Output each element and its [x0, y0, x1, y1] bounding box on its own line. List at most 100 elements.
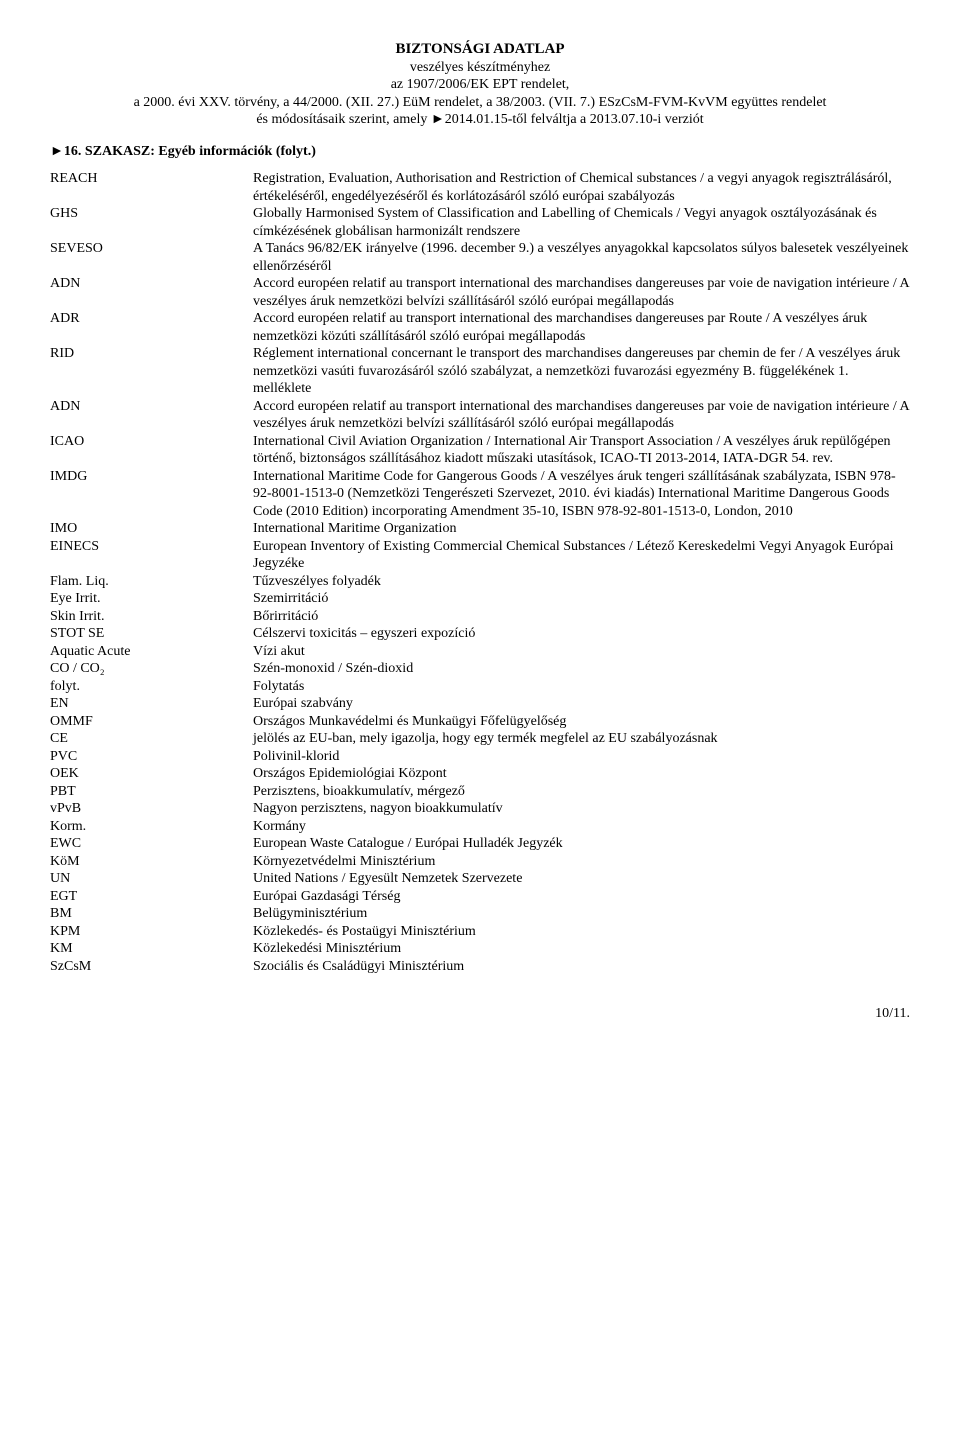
- definition-row: Korm.Kormány: [50, 818, 910, 836]
- description: Accord européen relatif au transport int…: [253, 310, 910, 345]
- abbreviation: IMDG: [50, 468, 253, 486]
- description: Célszervi toxicitás – egyszeri expozíció: [253, 625, 910, 643]
- definition-row: KMKözlekedési Minisztérium: [50, 940, 910, 958]
- description: Szociális és Családügyi Minisztérium: [253, 958, 910, 976]
- definition-row: IMDGInternational Maritime Code for Gang…: [50, 468, 910, 521]
- abbreviation: ADR: [50, 310, 253, 328]
- abbreviation: BM: [50, 905, 253, 923]
- description: Réglement international concernant le tr…: [253, 345, 910, 398]
- definition-row: ENEurópai szabvány: [50, 695, 910, 713]
- abbreviation: KPM: [50, 923, 253, 941]
- abbreviation: Eye Irrit.: [50, 590, 253, 608]
- abbreviation: EN: [50, 695, 253, 713]
- abbreviation: KM: [50, 940, 253, 958]
- abbreviation: REACH: [50, 170, 253, 188]
- description: Registration, Evaluation, Authorisation …: [253, 170, 910, 205]
- description: Tűzveszélyes folyadék: [253, 573, 910, 591]
- abbreviation: PVC: [50, 748, 253, 766]
- abbreviation: GHS: [50, 205, 253, 223]
- section-heading: ►16. SZAKASZ: Egyéb információk (folyt.): [50, 143, 910, 161]
- abbreviation: ADN: [50, 275, 253, 293]
- abbreviation: vPvB: [50, 800, 253, 818]
- header-line4: és módosításaik szerint, amely ►2014.01.…: [50, 111, 910, 129]
- header-line2: az 1907/2006/EK EPT rendelet,: [50, 76, 910, 94]
- abbreviation: IMO: [50, 520, 253, 538]
- definition-row: CO / CO₂Szén-monoxid / Szén-dioxid: [50, 660, 910, 678]
- description: Folytatás: [253, 678, 910, 696]
- definition-row: ADRAccord européen relatif au transport …: [50, 310, 910, 345]
- description: Országos Munkavédelmi és Munkaügyi Főfel…: [253, 713, 910, 731]
- definition-row: RIDRéglement international concernant le…: [50, 345, 910, 398]
- description: Bőrirritáció: [253, 608, 910, 626]
- description: A Tanács 96/82/EK irányelve (1996. decem…: [253, 240, 910, 275]
- description: Perzisztens, bioakkumulatív, mérgező: [253, 783, 910, 801]
- description: Környezetvédelmi Minisztérium: [253, 853, 910, 871]
- header-line3: a 2000. évi XXV. törvény, a 44/2000. (XI…: [50, 94, 910, 112]
- definition-row: PBTPerzisztens, bioakkumulatív, mérgező: [50, 783, 910, 801]
- abbreviation: SEVESO: [50, 240, 253, 258]
- description: Globally Harmonised System of Classifica…: [253, 205, 910, 240]
- definition-row: CEjelölés az EU-ban, mely igazolja, hogy…: [50, 730, 910, 748]
- abbreviation: EWC: [50, 835, 253, 853]
- definition-row: OMMFOrszágos Munkavédelmi és Munkaügyi F…: [50, 713, 910, 731]
- description: Nagyon perzisztens, nagyon bioakkumulatí…: [253, 800, 910, 818]
- abbreviation: Skin Irrit.: [50, 608, 253, 626]
- description: Vízi akut: [253, 643, 910, 661]
- abbreviation: Aquatic Acute: [50, 643, 253, 661]
- definition-row: Aquatic AcuteVízi akut: [50, 643, 910, 661]
- definitions-list: REACHRegistration, Evaluation, Authorisa…: [50, 170, 910, 975]
- definition-row: SEVESOA Tanács 96/82/EK irányelve (1996.…: [50, 240, 910, 275]
- definition-row: IMOInternational Maritime Organization: [50, 520, 910, 538]
- abbreviation: EGT: [50, 888, 253, 906]
- description: International Civil Aviation Organizatio…: [253, 433, 910, 468]
- definition-row: EINECSEuropean Inventory of Existing Com…: [50, 538, 910, 573]
- definition-row: KPMKözlekedés- és Postaügyi Minisztérium: [50, 923, 910, 941]
- definition-row: KöMKörnyezetvédelmi Minisztérium: [50, 853, 910, 871]
- description: Polivinil-klorid: [253, 748, 910, 766]
- description: Országos Epidemiológiai Központ: [253, 765, 910, 783]
- definition-row: vPvBNagyon perzisztens, nagyon bioakkumu…: [50, 800, 910, 818]
- definition-row: PVCPolivinil-klorid: [50, 748, 910, 766]
- abbreviation: CE: [50, 730, 253, 748]
- description: European Waste Catalogue / Európai Hulla…: [253, 835, 910, 853]
- abbreviation: STOT SE: [50, 625, 253, 643]
- description: Belügyminisztérium: [253, 905, 910, 923]
- definition-row: OEKOrszágos Epidemiológiai Központ: [50, 765, 910, 783]
- description: International Maritime Organization: [253, 520, 910, 538]
- description: Európai szabvány: [253, 695, 910, 713]
- description: Európai Gazdasági Térség: [253, 888, 910, 906]
- description: Szemirritáció: [253, 590, 910, 608]
- definition-row: GHSGlobally Harmonised System of Classif…: [50, 205, 910, 240]
- abbreviation: Flam. Liq.: [50, 573, 253, 591]
- abbreviation: CO / CO₂: [50, 660, 253, 678]
- description: International Maritime Code for Gangerou…: [253, 468, 910, 521]
- abbreviation: EINECS: [50, 538, 253, 556]
- abbreviation: PBT: [50, 783, 253, 801]
- definition-row: folyt.Folytatás: [50, 678, 910, 696]
- description: European Inventory of Existing Commercia…: [253, 538, 910, 573]
- description: Közlekedés- és Postaügyi Minisztérium: [253, 923, 910, 941]
- description: Szén-monoxid / Szén-dioxid: [253, 660, 910, 678]
- description: Kormány: [253, 818, 910, 836]
- abbreviation: ADN: [50, 398, 253, 416]
- definition-row: SzCsMSzociális és Családügyi Minisztériu…: [50, 958, 910, 976]
- description: Accord européen relatif au transport int…: [253, 398, 910, 433]
- doc-title: BIZTONSÁGI ADATLAP: [50, 40, 910, 59]
- abbreviation: Korm.: [50, 818, 253, 836]
- abbreviation: folyt.: [50, 678, 253, 696]
- abbreviation: SzCsM: [50, 958, 253, 976]
- description: Közlekedési Minisztérium: [253, 940, 910, 958]
- definition-row: EGTEurópai Gazdasági Térség: [50, 888, 910, 906]
- definition-row: STOT SECélszervi toxicitás – egyszeri ex…: [50, 625, 910, 643]
- definition-row: ADNAccord européen relatif au transport …: [50, 275, 910, 310]
- page-number: 10/11.: [50, 1005, 910, 1023]
- definition-row: Eye Irrit.Szemirritáció: [50, 590, 910, 608]
- definition-row: EWCEuropean Waste Catalogue / Európai Hu…: [50, 835, 910, 853]
- abbreviation: UN: [50, 870, 253, 888]
- description: United Nations / Egyesült Nemzetek Szerv…: [253, 870, 910, 888]
- description: jelölés az EU-ban, mely igazolja, hogy e…: [253, 730, 910, 748]
- definition-row: BMBelügyminisztérium: [50, 905, 910, 923]
- definition-row: Flam. Liq.Tűzveszélyes folyadék: [50, 573, 910, 591]
- definition-row: ICAOInternational Civil Aviation Organiz…: [50, 433, 910, 468]
- abbreviation: OMMF: [50, 713, 253, 731]
